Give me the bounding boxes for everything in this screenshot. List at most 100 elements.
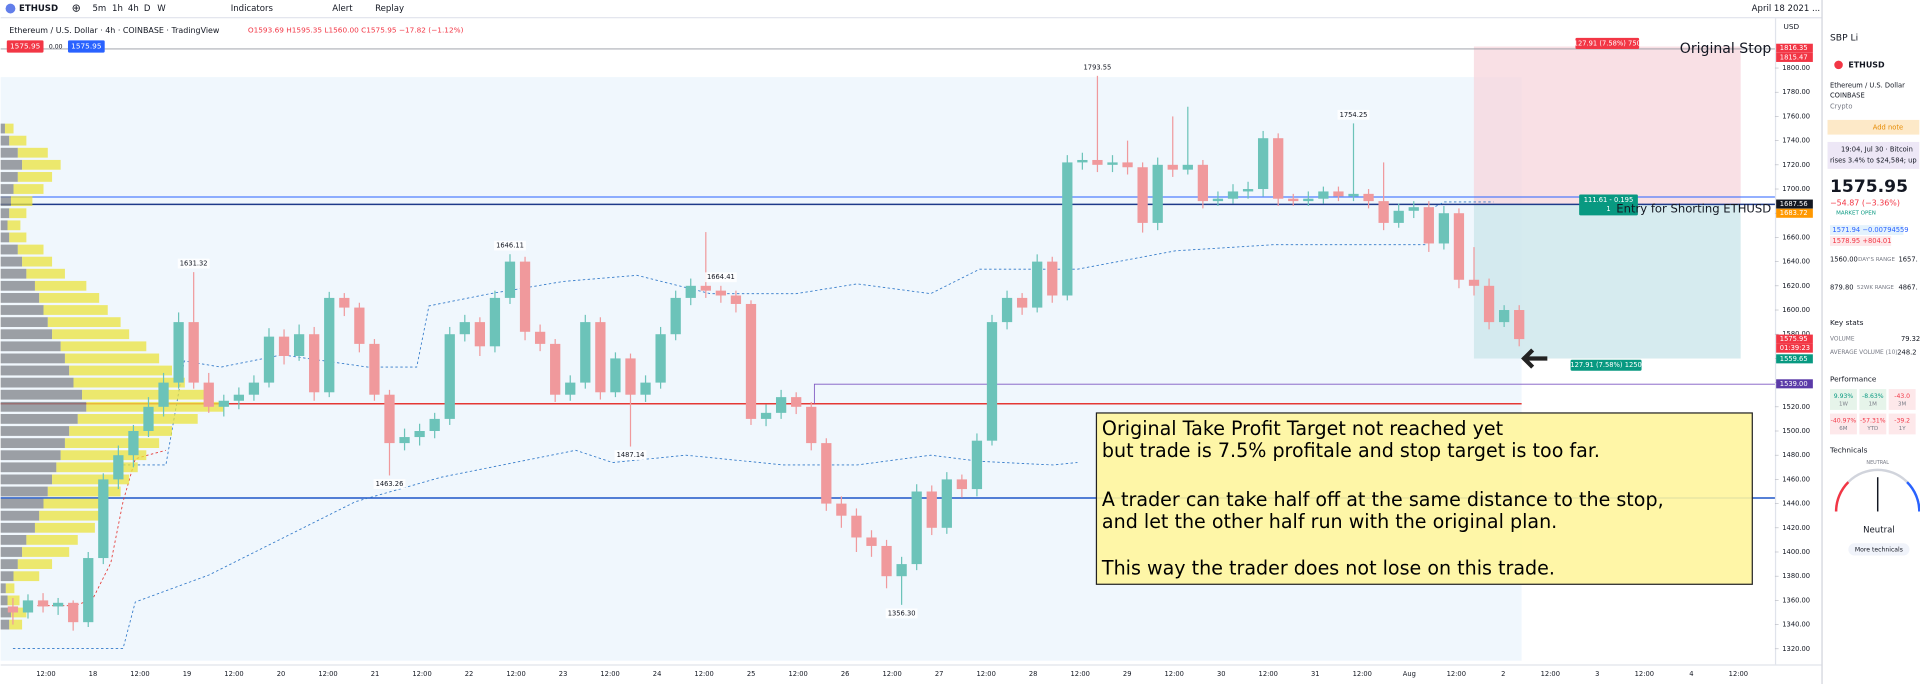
replay-button[interactable]: Replay (375, 4, 404, 14)
candle-body (715, 290, 727, 296)
channel-upper (123, 201, 1494, 466)
entry-caption: Entry for Shorting ETHUSD (1616, 202, 1771, 216)
candle-body (896, 564, 907, 577)
candle-body (1032, 261, 1043, 308)
x-tick-label: 12:00 (694, 670, 713, 678)
profile-bar (0, 172, 18, 182)
candle-body (414, 431, 425, 438)
candle-body (565, 382, 576, 395)
interval[interactable]: 5m (92, 4, 106, 14)
date-range[interactable]: April 18 2021 ... (1752, 4, 1820, 14)
sell-price[interactable]: 1575.95 (10, 41, 41, 50)
candles: 1631.32 1646.11 1664.41 1793.55 1754.25 1463.… (7, 62, 1525, 631)
profile-bar (9, 135, 27, 146)
candle-body (685, 285, 696, 298)
add-note[interactable]: Add note (1873, 123, 1903, 131)
y-tick-label: 1640.00 (1782, 258, 1810, 266)
y-tick-label: 1580.00 (1782, 330, 1810, 338)
verdict: Neutral (1863, 525, 1895, 535)
candle-body (971, 440, 983, 490)
price-marker (1776, 199, 1813, 209)
candle-body (1197, 164, 1209, 202)
candle-body (1257, 138, 1269, 190)
candle-body (203, 382, 214, 407)
add-symbol[interactable]: ⊕ (72, 2, 81, 15)
candle-body (52, 602, 64, 607)
interval[interactable]: 4h (128, 4, 139, 14)
add-note-bg[interactable] (1827, 119, 1920, 135)
candle-body (263, 336, 275, 383)
profile-bar (0, 135, 10, 146)
buy-price[interactable]: 1575.95 (71, 41, 102, 50)
y-tick-label: 1500.00 (1782, 427, 1810, 435)
profile-bar (0, 522, 35, 533)
candle-body (188, 322, 199, 383)
entry-badge (1579, 194, 1638, 216)
profile-bar (77, 414, 198, 424)
profile-bar (69, 426, 172, 436)
profile-bar (73, 377, 185, 388)
profile-bar (22, 256, 53, 267)
perf-cell (1888, 389, 1916, 410)
note-background (1095, 412, 1753, 585)
candle-body (595, 322, 606, 393)
legend-title: Ethereum / U.S. Dollar · 4h · COINBASE ·… (9, 26, 220, 35)
note-box: Original Take Profit Target not reached … (1095, 412, 1753, 585)
y-tick-label: 1780.00 (1782, 88, 1810, 96)
target-badge-text: 127.91 (7.58%) 1250 (1570, 361, 1641, 369)
news-line[interactable]: 19:04, Jul 30 · Bitcoin (1841, 145, 1913, 153)
candle-body (1242, 189, 1254, 192)
gauge-buy (1906, 481, 1920, 512)
news-line[interactable]: rises 3.4% to $24,584; up (1830, 156, 1917, 164)
profile-bar (0, 474, 53, 485)
profile-bar (9, 232, 27, 243)
currency[interactable]: USD (1783, 22, 1799, 31)
y-tick-label: 1760.00 (1782, 112, 1810, 120)
perf-value: -57.31% (1860, 417, 1886, 424)
profile-bar (0, 535, 27, 545)
candle-body (745, 303, 757, 419)
price-label: 1754.25 (1340, 111, 1368, 119)
price-label: 1664.41 (707, 273, 735, 281)
symbol[interactable]: ETHUSD (19, 4, 58, 14)
interval[interactable]: 1h (112, 4, 123, 14)
x-tick-label: 26 (841, 670, 850, 678)
candle-body (851, 515, 862, 538)
x-tick-label: 12:00 (1165, 670, 1184, 678)
price-label-bg (885, 608, 918, 619)
channel-lower (12, 449, 1078, 649)
candle-body (1016, 297, 1028, 308)
indicators-button[interactable]: Indicators (231, 4, 274, 14)
profile-bar (0, 571, 14, 582)
news-bg[interactable] (1827, 141, 1920, 169)
profile-bar (4, 123, 14, 134)
note-line: This way the trader does not lose on thi… (1101, 557, 1555, 579)
candle-body (700, 285, 711, 291)
price-marker-label: 1575.95 (1780, 335, 1808, 343)
x-tick-label: 12:00 (36, 670, 55, 678)
y-tick-label: 1360.00 (1782, 596, 1810, 604)
profile-bar (47, 317, 121, 328)
candle-body (369, 343, 380, 395)
sell-button[interactable] (6, 40, 44, 53)
candle-body (986, 322, 998, 441)
list-name[interactable]: SBP Li (1830, 32, 1858, 43)
more-technicals[interactable]: More technicals (1855, 546, 1903, 553)
profile-bar (0, 365, 70, 376)
candle-body (775, 397, 787, 413)
profile-bar (0, 426, 70, 436)
x-tick-label: 12:00 (1259, 670, 1278, 678)
more-technicals-bg[interactable] (1848, 543, 1910, 556)
interval[interactable]: W (157, 4, 166, 14)
candle-body (1498, 310, 1510, 323)
perf-cell (1888, 413, 1916, 435)
ask: 1578.95 +804.01 (1832, 237, 1891, 245)
price-marker (1776, 52, 1813, 62)
buy-button[interactable] (67, 40, 105, 53)
candle-body (1423, 207, 1434, 244)
x-tick-label: 12:00 (600, 670, 619, 678)
interval[interactable]: D (144, 4, 151, 14)
candle-body (339, 297, 350, 308)
perf-period: YTD (1866, 426, 1878, 432)
alert-button[interactable]: Alert (332, 4, 353, 14)
